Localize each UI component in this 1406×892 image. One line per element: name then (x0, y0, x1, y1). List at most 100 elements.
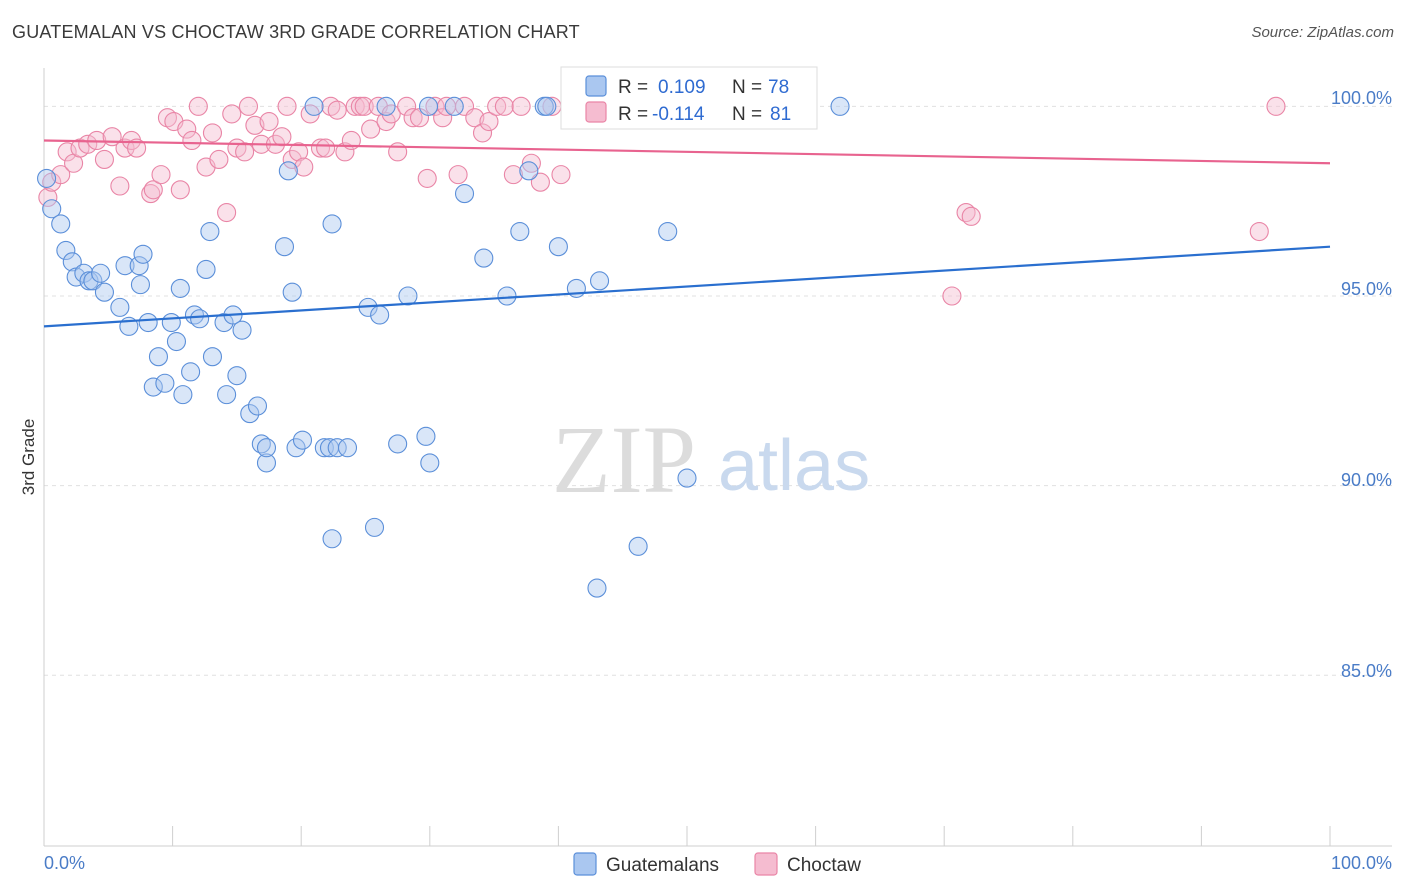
legend-n-label: N = (732, 77, 762, 98)
data-point-guatemalans (537, 96, 557, 116)
data-point-choctaw (397, 96, 417, 116)
data-point-choctaw (530, 172, 550, 192)
data-point-choctaw (1249, 221, 1269, 242)
data-point-guatemalans (364, 517, 385, 537)
x-tick-labels: 0.0% 100.0% (44, 853, 1392, 873)
data-point-choctaw (127, 138, 147, 158)
data-point-guatemalans (327, 438, 347, 458)
data-point-choctaw (182, 130, 202, 151)
data-point-guatemalans (590, 271, 610, 291)
data-point-guatemalans (94, 282, 114, 302)
data-point-guatemalans (130, 275, 150, 295)
data-point-guatemalans (256, 453, 277, 473)
data-point-choctaw (110, 176, 130, 196)
data-point-guatemalans (474, 248, 494, 268)
data-point-guatemalans (143, 377, 163, 397)
data-point-guatemalans (173, 385, 193, 405)
data-point-guatemalans (115, 256, 135, 276)
data-point-guatemalans (42, 199, 62, 219)
data-point-choctaw (51, 165, 71, 185)
data-point-choctaw (245, 115, 265, 135)
data-point-guatemalans (133, 244, 153, 264)
data-point-choctaw (433, 108, 453, 128)
data-point-guatemalans (282, 282, 302, 302)
data-point-choctaw (143, 180, 163, 200)
data-point-guatemalans (388, 434, 408, 454)
data-point-guatemalans (91, 263, 111, 283)
data-point-guatemalans (256, 438, 277, 458)
data-point-guatemalans (138, 313, 158, 333)
data-point-choctaw (465, 108, 485, 128)
y-tick-label: 100.0% (1331, 88, 1392, 108)
data-point-choctaw (235, 142, 255, 162)
data-point-guatemalans (155, 373, 175, 393)
data-point-guatemalans (170, 278, 190, 298)
data-point-guatemalans (274, 237, 295, 257)
data-point-guatemalans (376, 96, 396, 116)
data-point-guatemalans (51, 214, 71, 234)
data-point-guatemalans (587, 578, 607, 598)
data-point-choctaw (479, 111, 499, 132)
data-point-choctaw (177, 119, 197, 139)
data-point-guatemalans (416, 426, 436, 446)
data-point-guatemalans (110, 297, 130, 317)
data-point-choctaw (487, 96, 507, 116)
data-point-choctaw (94, 149, 114, 169)
data-point-choctaw (57, 142, 77, 162)
data-point-guatemalans (161, 313, 181, 333)
source-note: Source: ZipAtlas.com (1251, 24, 1394, 41)
data-point-guatemalans (337, 438, 358, 458)
data-point-choctaw (417, 168, 437, 188)
data-point-choctaw (403, 108, 423, 128)
data-point-guatemalans (548, 237, 568, 257)
data-point-choctaw (448, 165, 468, 185)
data-point-guatemalans (247, 396, 268, 416)
data-point-choctaw (277, 96, 297, 116)
x-tick-label: 100.0% (1331, 853, 1392, 873)
data-point-guatemalans (184, 305, 205, 325)
data-point-choctaw (511, 96, 531, 116)
data-point-guatemalans (444, 96, 464, 116)
data-point-guatemalans (232, 320, 252, 340)
legend-n-label: N = (732, 104, 762, 125)
legend-r-label: R = (618, 77, 648, 98)
data-point-guatemalans (56, 240, 76, 261)
data-point-choctaw (238, 96, 259, 116)
y-tick-labels: 100.0% 95.0% 90.0% 85.0% (1331, 88, 1392, 681)
data-point-guatemalans (830, 96, 850, 116)
data-point-choctaw (151, 165, 171, 185)
data-point-choctaw (259, 111, 279, 132)
data-point-choctaw (115, 138, 135, 158)
y-axis-label: 3rd Grade (19, 419, 38, 496)
data-point-choctaw (494, 96, 514, 116)
series-guatemalans-points (37, 96, 850, 598)
data-point-choctaw (38, 187, 58, 207)
data-point-guatemalans (454, 184, 475, 204)
trend-line-choctaw (43, 139, 1331, 165)
legend-swatch-choctaw (585, 101, 607, 123)
data-point-choctaw (361, 119, 381, 139)
trend-line-guatemalans (43, 245, 1331, 328)
data-point-guatemalans (196, 259, 216, 279)
data-point-choctaw (310, 138, 331, 158)
data-point-guatemalans (286, 438, 306, 458)
chart-title: GUATEMALAN VS CHOCTAW 3RD GRADE CORRELAT… (12, 22, 580, 42)
y-tick-label: 85.0% (1341, 661, 1392, 681)
data-point-choctaw (282, 149, 302, 169)
data-point-guatemalans (202, 347, 223, 367)
legend-n-value: 81 (770, 104, 791, 125)
data-point-guatemalans (510, 221, 530, 242)
bottom-legend: Guatemalans Choctaw (573, 852, 861, 876)
legend: R = 0.109 N = 78 R = -0.114 N = 81 (560, 66, 818, 130)
legend-r-label: R = (618, 104, 648, 125)
data-point-guatemalans (240, 404, 260, 424)
data-point-guatemalans (278, 161, 298, 181)
data-point-guatemalans (304, 96, 324, 116)
data-point-guatemalans (217, 385, 237, 405)
data-point-guatemalans (628, 536, 648, 556)
data-point-guatemalans (418, 96, 439, 116)
data-point-guatemalans (181, 362, 201, 382)
bottom-legend-label-choctaw: Choctaw (787, 855, 861, 876)
data-point-guatemalans (37, 168, 57, 188)
